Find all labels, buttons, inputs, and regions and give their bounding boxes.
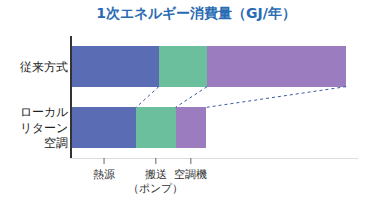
svg-text:従来方式: 従来方式 (20, 60, 68, 74)
svg-text:搬送（ポンプ）: 搬送（ポンプ） (128, 168, 183, 195)
svg-text:1次エネルギー消費量（GJ/年）: 1次エネルギー消費量（GJ/年） (96, 5, 296, 21)
svg-text:空調機: 空調機 (174, 168, 207, 181)
svg-text:熱源: 熱源 (93, 168, 115, 181)
svg-text:ローカルリターン空調: ローカルリターン空調 (20, 105, 68, 150)
